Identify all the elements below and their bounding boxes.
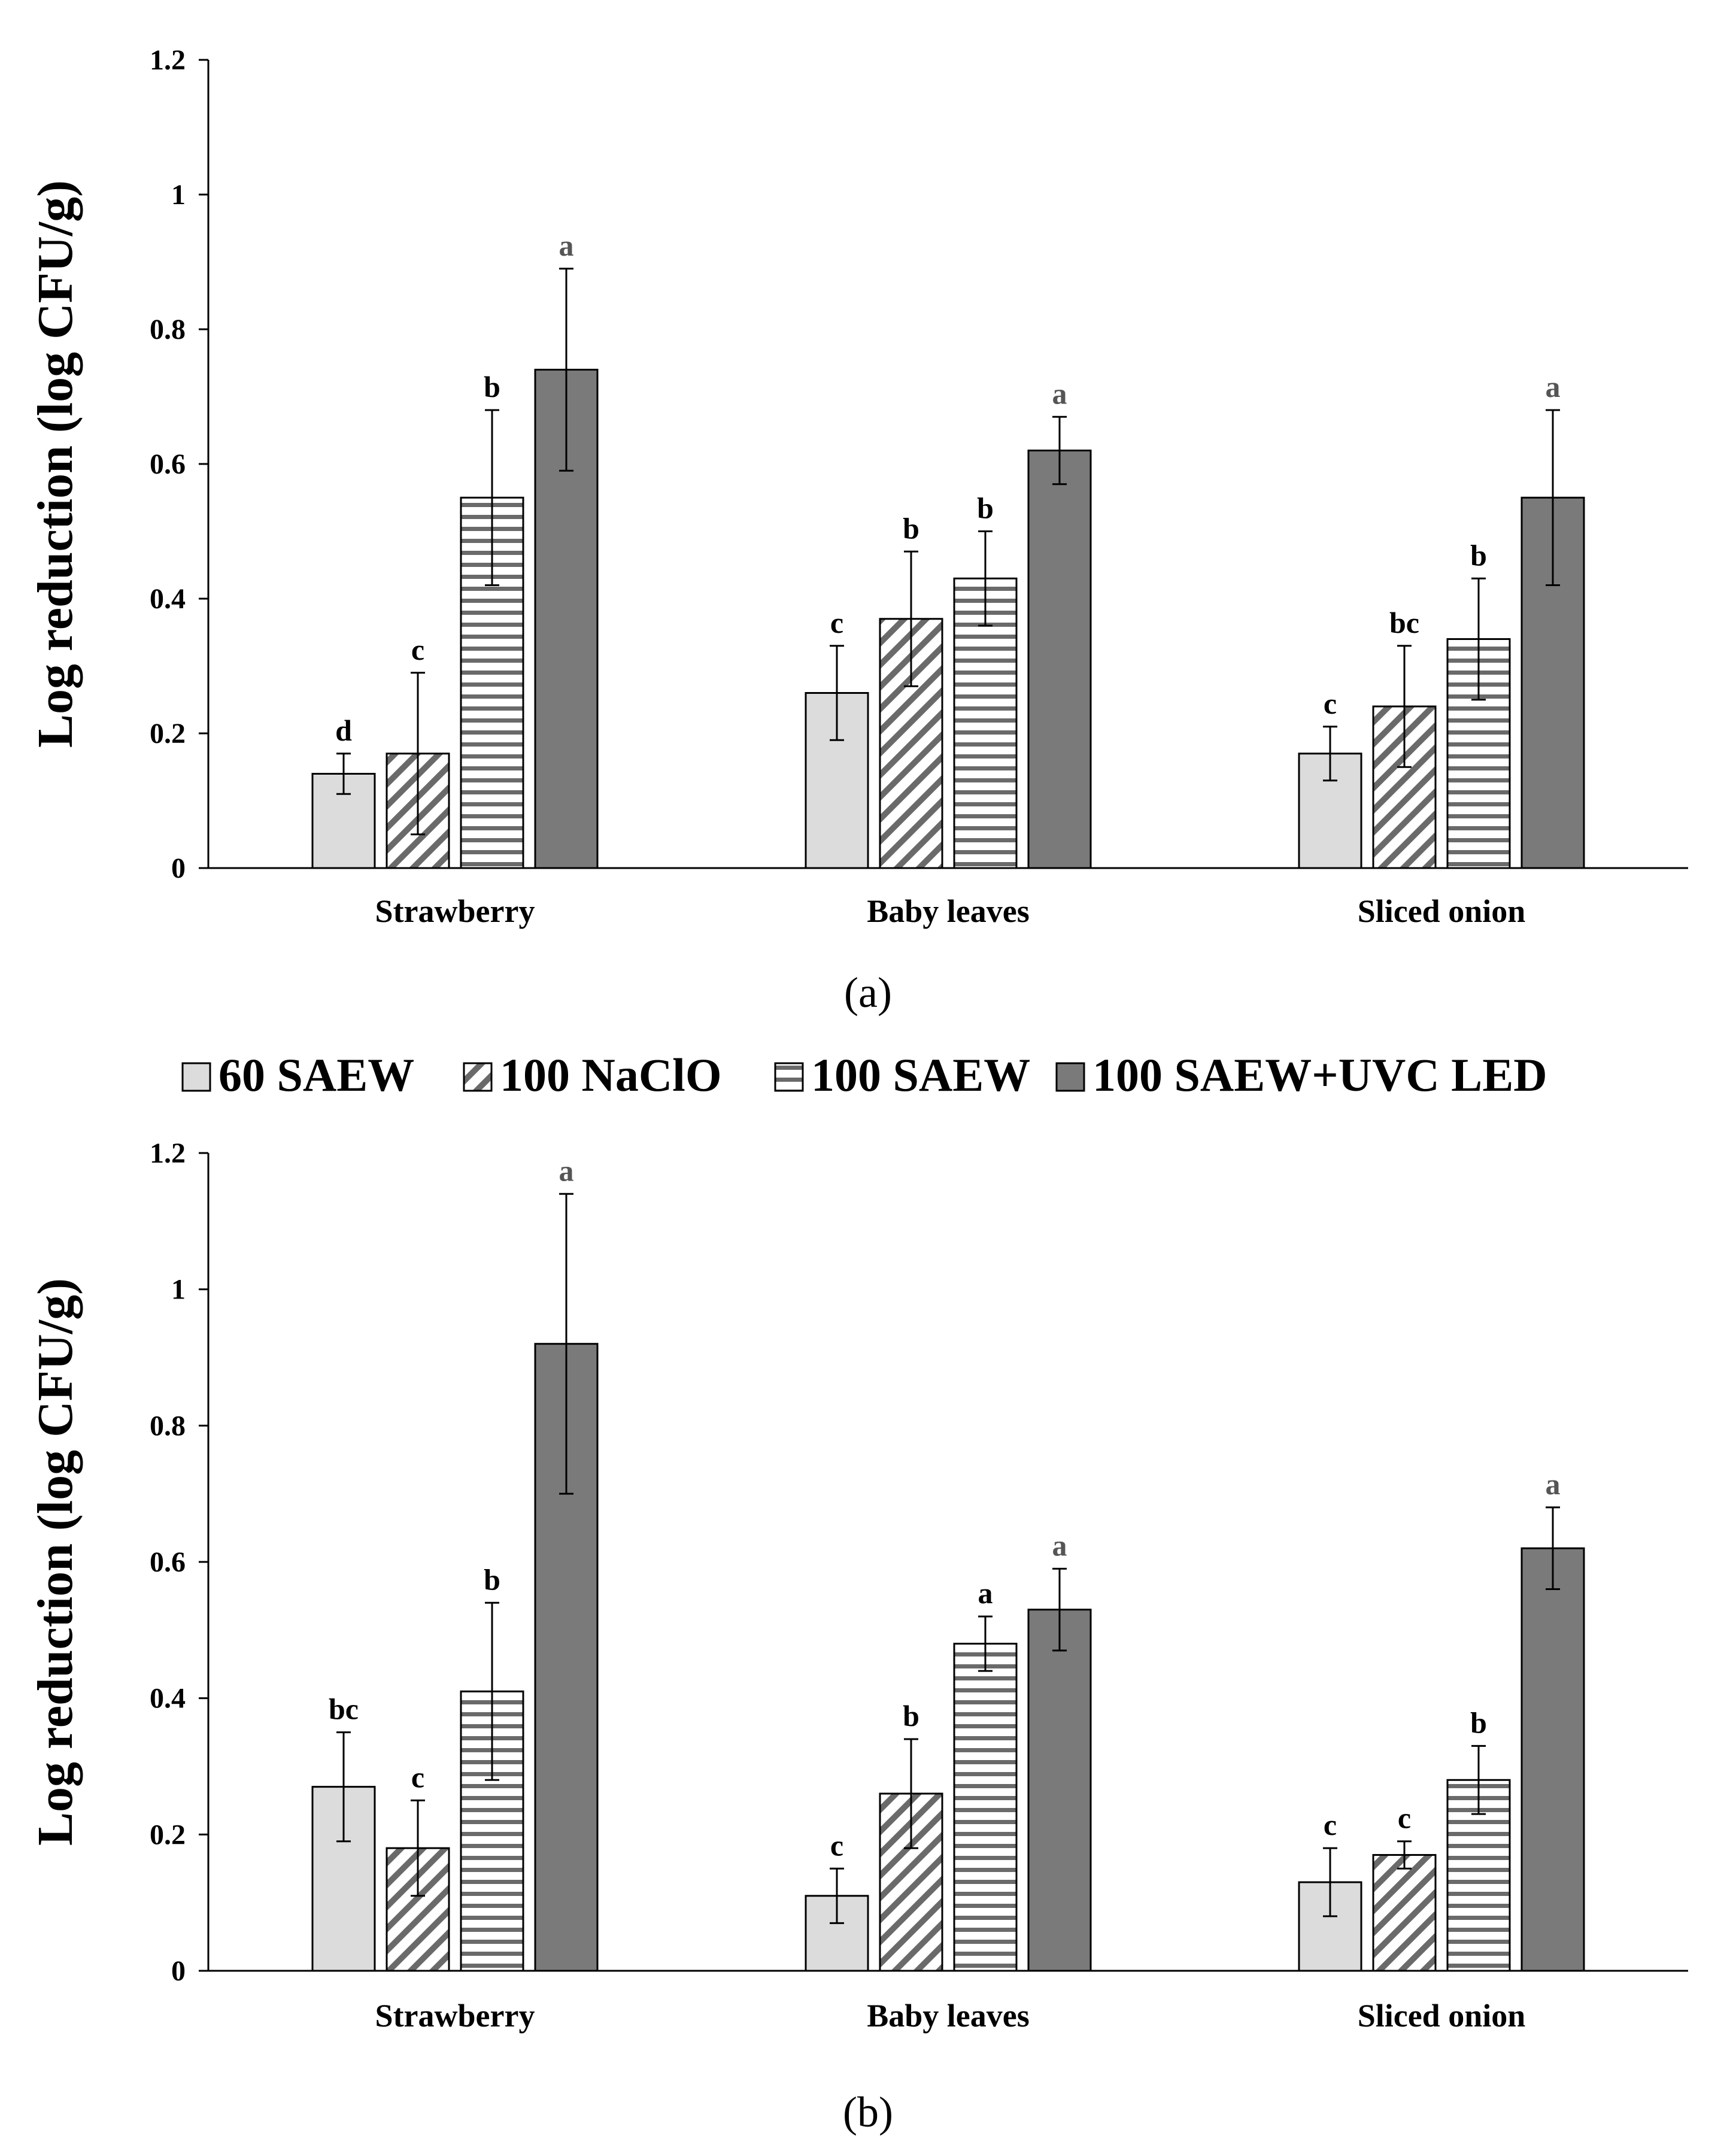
bar-100-saew-uvc-led <box>1520 1547 1585 1972</box>
y-tick-label: 0.6 <box>150 448 186 480</box>
significance-label: bc <box>1389 606 1419 639</box>
significance-label: b <box>903 511 919 545</box>
legend-label: 60 SAEW <box>218 1049 414 1101</box>
x-category-label: Baby leaves <box>867 1998 1030 2034</box>
legend-swatch <box>774 1062 804 1092</box>
significance-label: c <box>1324 687 1337 720</box>
x-category-label: Strawberry <box>375 893 535 929</box>
legend-swatch <box>181 1062 211 1092</box>
significance-label: a <box>1546 1467 1561 1501</box>
x-category-label: Baby leaves <box>867 893 1030 929</box>
significance-label: d <box>335 714 352 747</box>
y-tick-label: 0.8 <box>150 314 186 345</box>
legend-label: 100 NaClO <box>500 1049 722 1101</box>
significance-label: c <box>411 1760 424 1794</box>
y-tick-label: 0.2 <box>150 718 186 750</box>
y-tick-label: 0.4 <box>150 1683 186 1715</box>
y-tick-label: 0 <box>171 852 186 884</box>
significance-label: b <box>484 370 500 403</box>
significance-label: a <box>559 1154 574 1187</box>
significance-label: b <box>903 1699 919 1733</box>
significance-label: a <box>1546 370 1561 403</box>
x-category-label: Strawberry <box>375 1998 535 2034</box>
bar-100-saew <box>953 1643 1018 1972</box>
significance-label: b <box>977 492 994 525</box>
y-tick-label: 0.4 <box>150 583 186 615</box>
y-tick-label: 1 <box>171 1274 186 1306</box>
significance-label: bc <box>329 1692 359 1726</box>
significance-label: b <box>1470 1706 1487 1739</box>
y-axis-label: Log reduction (log CFU/g) <box>28 1278 83 1846</box>
significance-label: c <box>830 1828 843 1862</box>
significance-label: b <box>484 1563 500 1596</box>
significance-label: c <box>1324 1808 1337 1841</box>
significance-label: a <box>1052 377 1067 410</box>
chart-b: 0 0.2 0.4 0.6 0.8 1 1.2 Log reduction (log CFU/… <box>28 1137 1688 2034</box>
significance-label: c <box>830 606 843 639</box>
panel-label-a: (a) <box>844 969 892 1017</box>
panel-label-b: (b) <box>843 2088 893 2136</box>
significance-label: a <box>1052 1528 1067 1562</box>
chart-a: 0 0.2 0.4 0.6 0.8 1 1.2 Log reduction (log CFU/… <box>28 44 1688 929</box>
y-tick-label: 0.8 <box>150 1410 186 1442</box>
legend-swatch <box>463 1062 493 1092</box>
y-tick-label: 0 <box>171 1955 186 1987</box>
legend-label: 100 SAEW <box>811 1049 1030 1101</box>
y-tick-label: 1 <box>171 179 186 211</box>
significance-label: c <box>1398 1801 1411 1835</box>
x-category-label: Sliced onion <box>1358 1998 1526 2034</box>
x-category-label: Sliced onion <box>1358 893 1526 929</box>
y-tick-label: 1.2 <box>150 44 186 76</box>
bar-100-saew-uvc-led <box>1027 1609 1092 1972</box>
significance-label: a <box>978 1576 993 1610</box>
legend: 60 SAEW 100 NaClO 100 SAEW 100 SAEW+UVC LED <box>181 1049 1547 1101</box>
significance-label: c <box>411 633 424 666</box>
legend-label: 100 SAEW+UVC LED <box>1092 1049 1547 1101</box>
significance-label: a <box>559 229 574 262</box>
y-axis-label: Log reduction (log CFU/g) <box>28 180 83 748</box>
significance-label: b <box>1470 538 1487 572</box>
bar-100-naclo <box>1372 1853 1437 1972</box>
legend-swatch <box>1055 1062 1085 1092</box>
y-tick-label: 0.2 <box>150 1819 186 1850</box>
y-tick-label: 1.2 <box>150 1137 186 1169</box>
bar-100-saew-uvc-led <box>1027 450 1092 869</box>
y-tick-label: 0.6 <box>150 1546 186 1578</box>
bar-100-saew <box>953 577 1018 869</box>
